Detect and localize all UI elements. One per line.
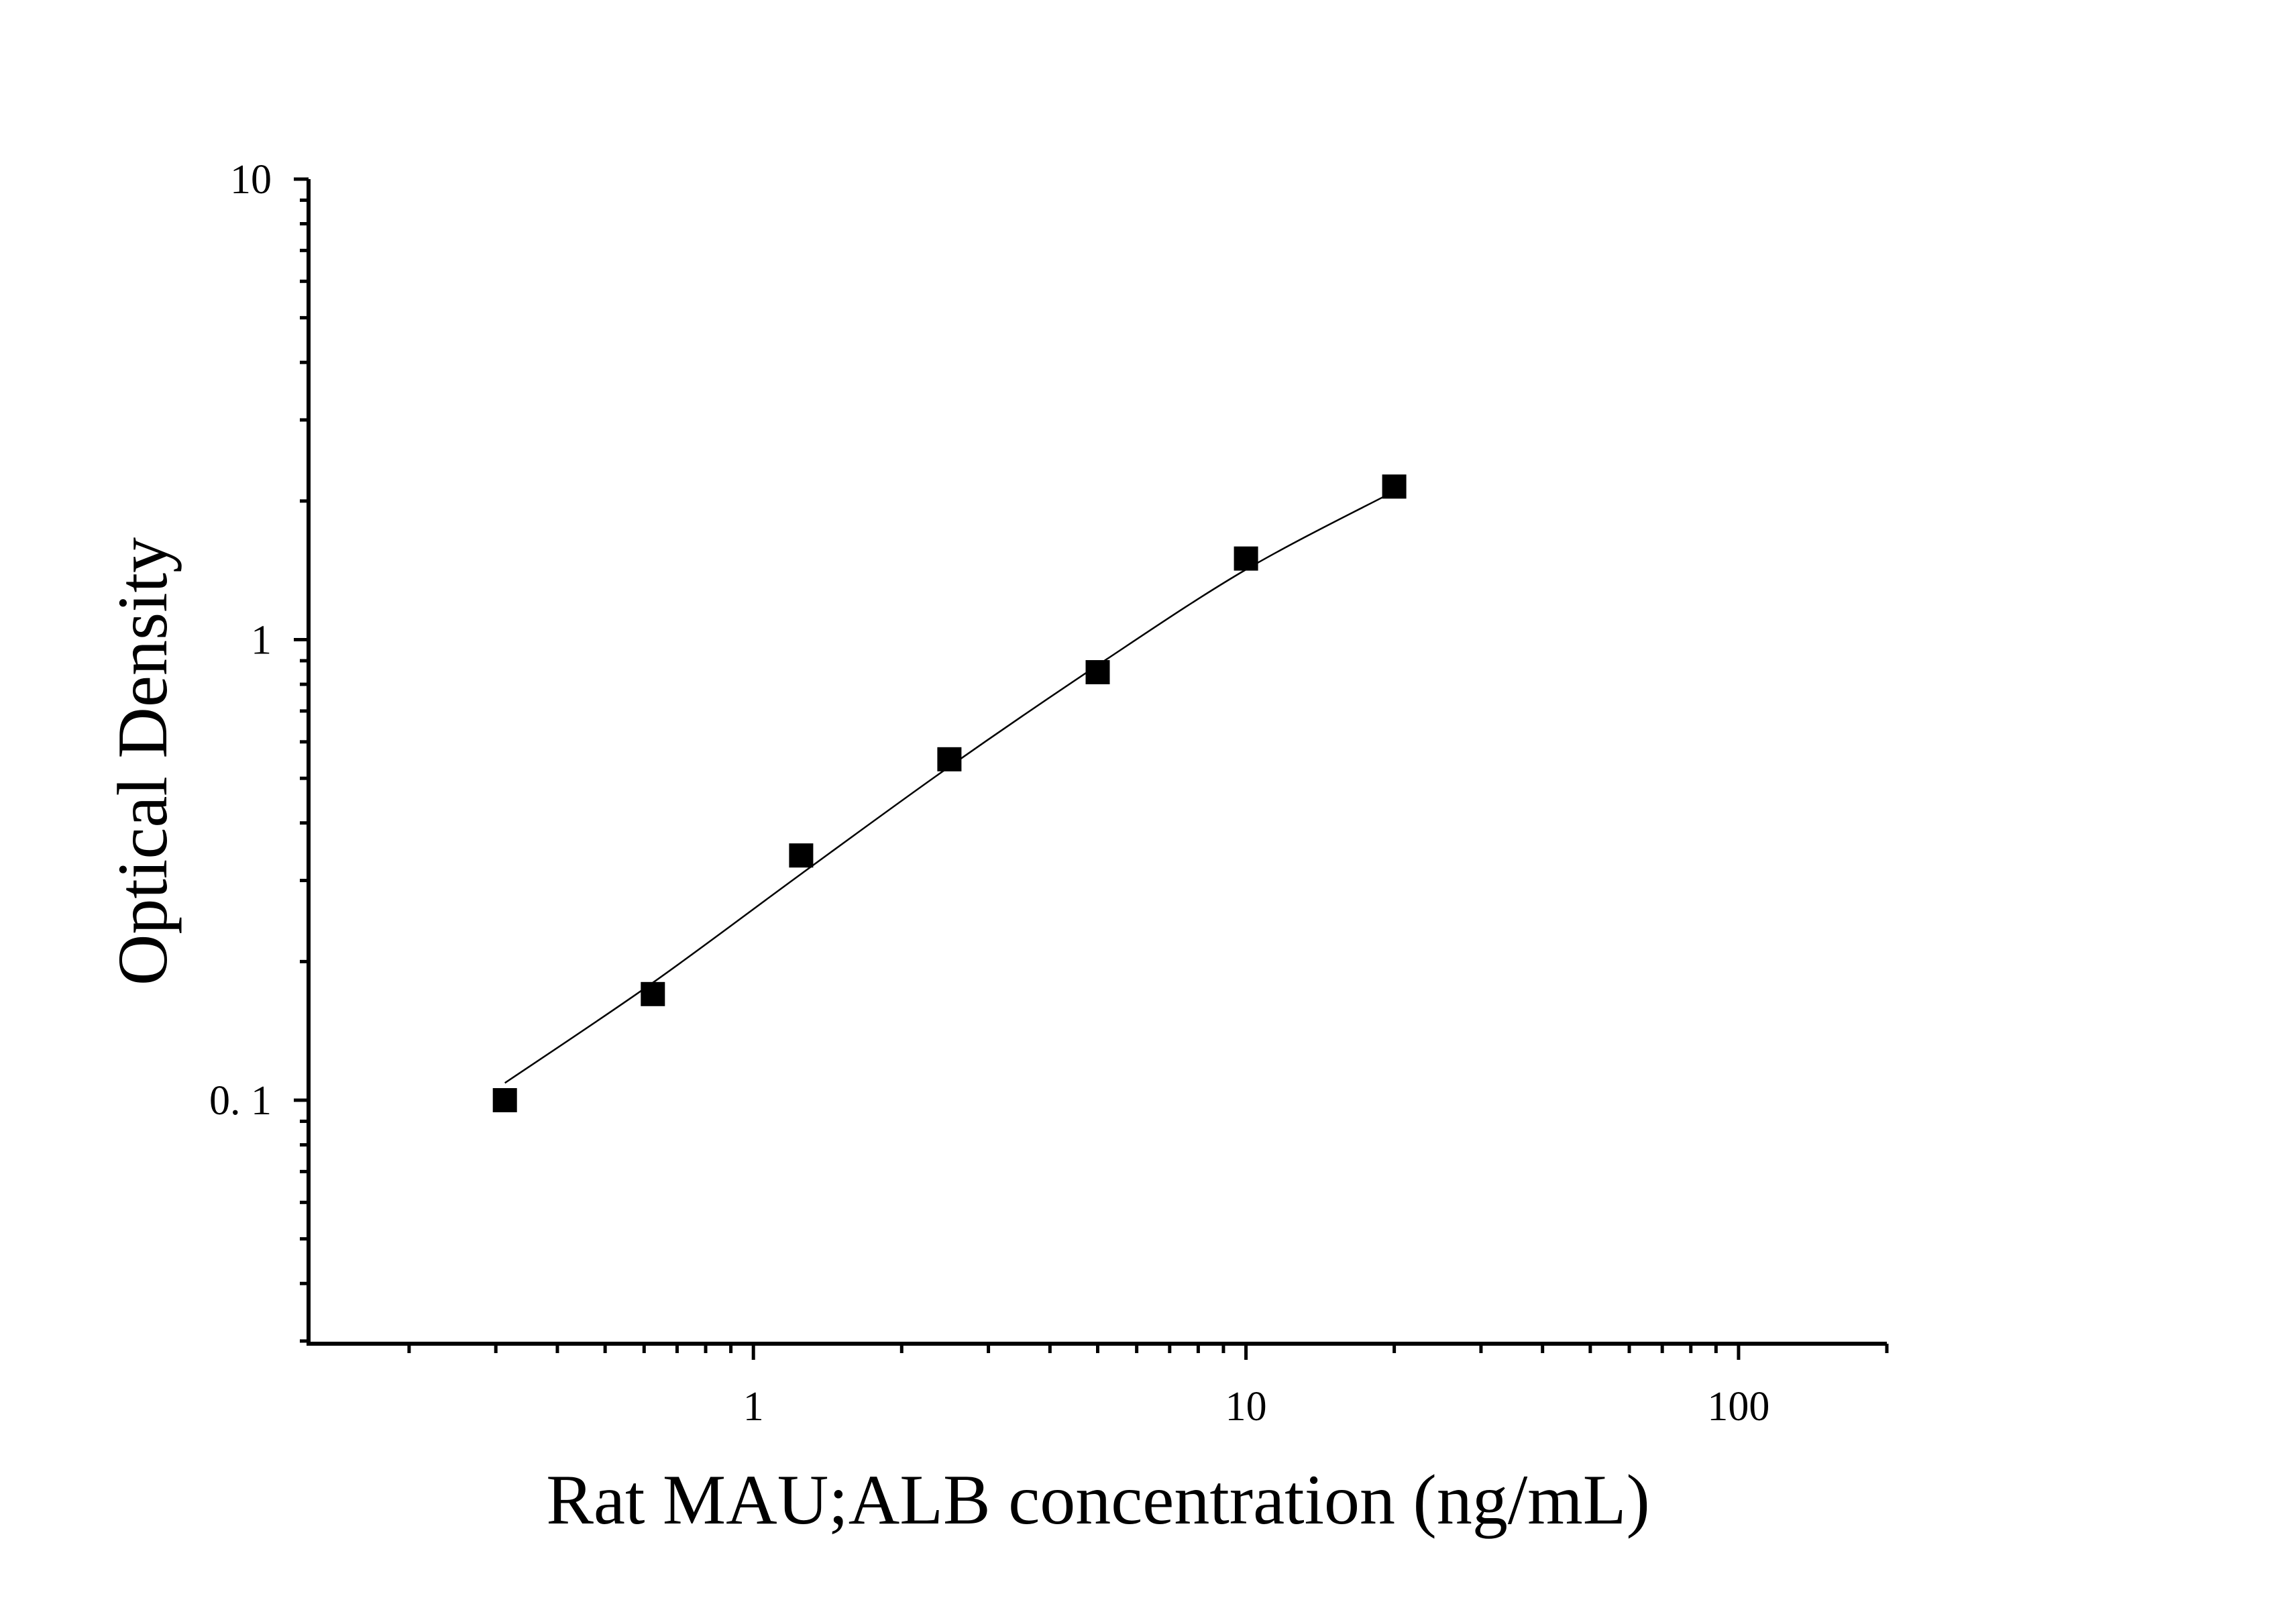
data-point-marker bbox=[1234, 546, 1258, 571]
y-tick-label: 10 bbox=[230, 157, 272, 203]
x-tick-labels: 1 10 100 bbox=[743, 1384, 1770, 1430]
y-tick-label: 0. 1 bbox=[209, 1078, 272, 1124]
data-point-marker bbox=[937, 747, 962, 771]
x-tick-label: 1 bbox=[743, 1384, 764, 1430]
data-point-marker bbox=[641, 981, 665, 1006]
x-ticks bbox=[407, 1344, 1889, 1360]
data-point-marker bbox=[492, 1088, 517, 1112]
x-tick-label: 100 bbox=[1707, 1384, 1769, 1430]
x-axis-title: Rat MAU;ALB concentration (ng/mL) bbox=[546, 1460, 1650, 1539]
data-markers bbox=[492, 474, 1407, 1112]
x-tick-label: 10 bbox=[1225, 1384, 1267, 1430]
data-point-marker bbox=[789, 843, 814, 868]
y-tick-label: 1 bbox=[251, 618, 272, 663]
data-point-marker bbox=[1382, 474, 1407, 499]
data-point-marker bbox=[1085, 660, 1110, 684]
y-axis-title: Optical Density bbox=[103, 537, 182, 985]
y-tick-labels: 0. 1 1 10 bbox=[209, 157, 272, 1124]
y-ticks bbox=[294, 177, 309, 1343]
